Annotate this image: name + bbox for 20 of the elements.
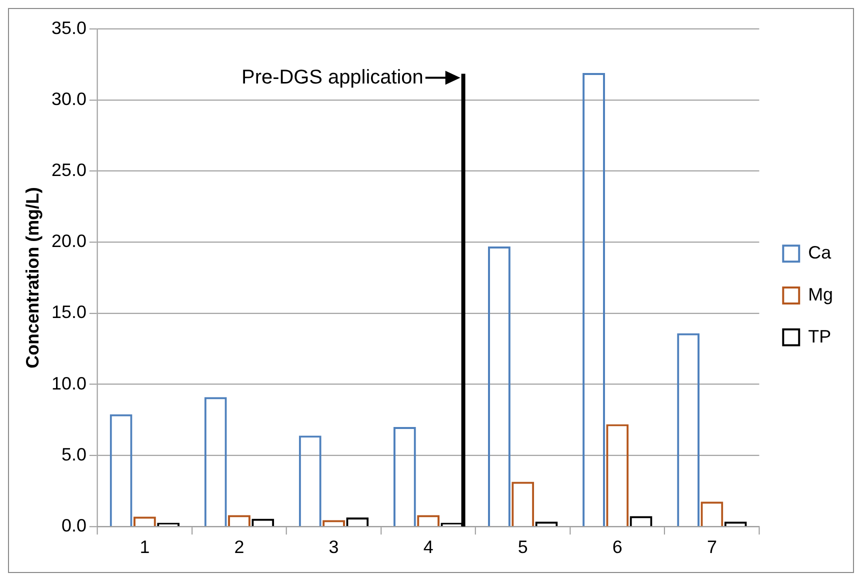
y-tick-label: 15.0 (52, 302, 86, 322)
y-tick-label: 5.0 (61, 444, 86, 464)
y-tick-label: 35.0 (52, 18, 86, 38)
x-tick-label: 5 (518, 537, 528, 558)
y-tick-label: 10.0 (52, 373, 86, 394)
y-tick-label: 20.0 (52, 231, 86, 252)
x-tick-label: 2 (234, 537, 244, 558)
x-tick-label: 6 (612, 537, 622, 558)
legend-label: TP (808, 326, 832, 346)
x-tick-label: 3 (328, 537, 339, 558)
y-tick-label: 25.0 (52, 160, 86, 180)
legend-label: Mg (808, 284, 834, 304)
x-tick-label: 1 (140, 537, 150, 558)
x-tick-label: 4 (423, 537, 434, 558)
legend-label: Ca (808, 242, 832, 263)
ref-line-label: Pre-DGS application (242, 66, 424, 88)
y-axis-title: Concentration (mg/L) (22, 187, 43, 368)
y-tick-label: 0.0 (61, 516, 86, 536)
y-tick-label: 30.0 (52, 88, 86, 109)
x-tick-label: 7 (706, 537, 717, 558)
